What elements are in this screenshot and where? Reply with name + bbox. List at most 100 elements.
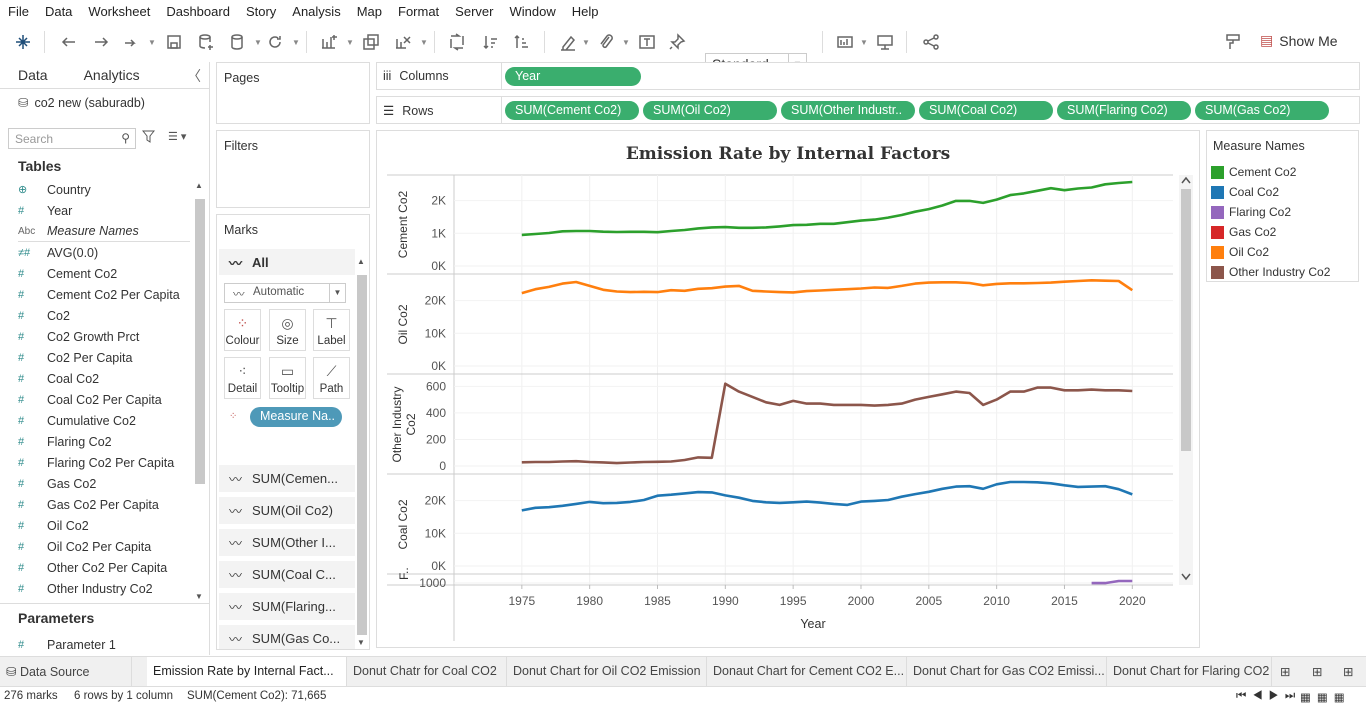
group-icon[interactable]: [595, 31, 617, 53]
legend-item[interactable]: Other Industry Co2: [1211, 263, 1330, 281]
sum-row[interactable]: 〰 SUM(Oil Co2): [219, 497, 355, 524]
field-item[interactable]: # Year: [18, 200, 190, 221]
row-pill[interactable]: SUM(Other Industr..: [781, 101, 915, 120]
mark-type-select[interactable]: 〰 Automatic ▼: [224, 283, 346, 303]
field-list-scrollbar[interactable]: ▲ ▼: [193, 179, 207, 603]
field-item[interactable]: # Cement Co2: [18, 263, 190, 284]
presentation-icon[interactable]: [874, 31, 896, 53]
path-button[interactable]: ⟋ Path: [313, 357, 350, 399]
row-pill[interactable]: SUM(Oil Co2): [643, 101, 777, 120]
label-button[interactable]: ⊤ Label: [313, 309, 350, 351]
marks-scrollbar[interactable]: ▲ ▼: [355, 255, 369, 647]
menu-item-help[interactable]: Help: [571, 3, 599, 19]
swap-icon[interactable]: [446, 31, 468, 53]
chevron-down-icon[interactable]: ▼: [292, 38, 300, 47]
new-datasource-icon[interactable]: [195, 31, 217, 53]
field-item[interactable]: # Other Industry Co2: [18, 578, 190, 599]
field-item[interactable]: ⊕ Country: [18, 179, 190, 200]
sum-row[interactable]: 〰 SUM(Coal C...: [219, 561, 355, 588]
field-item[interactable]: ≠# AVG(0.0): [18, 242, 190, 263]
colour-button[interactable]: ⁘ Colour: [224, 309, 261, 351]
duplicate-icon[interactable]: [360, 31, 382, 53]
menu-item-format[interactable]: Format: [398, 3, 440, 19]
field-item[interactable]: # Flaring Co2: [18, 431, 190, 452]
row-pill[interactable]: SUM(Cement Co2): [505, 101, 639, 120]
filter-icon[interactable]: [141, 130, 156, 146]
tab-gas-donut[interactable]: Donut Chart for Gas CO2 Emissi...: [907, 657, 1107, 687]
menu-item-dashboard[interactable]: Dashboard: [166, 3, 230, 19]
tab-oil-donut[interactable]: Donut Chart for Oil CO2 Emission: [507, 657, 707, 687]
sheet-nav-icons[interactable]: ⏮◀▶⏭: [1236, 690, 1302, 702]
chevron-down-icon[interactable]: ▼: [148, 38, 156, 47]
sum-row[interactable]: 〰 SUM(Other I...: [219, 529, 355, 556]
show-me-button[interactable]: ▤ Show Me: [1260, 32, 1338, 49]
view-mode-icons[interactable]: ▦▦▦: [1300, 692, 1351, 704]
field-item[interactable]: # Co2 Per Capita: [18, 347, 190, 368]
row-pill[interactable]: SUM(Gas Co2): [1195, 101, 1329, 120]
menu-item-story[interactable]: Story: [245, 3, 277, 19]
field-item[interactable]: # Coal Co2: [18, 368, 190, 389]
datasource-item[interactable]: ⛁ co2 new (saburadb): [18, 95, 145, 111]
menu-item-window[interactable]: Window: [509, 3, 556, 19]
view-options-icon[interactable]: ☰ ▾: [168, 131, 187, 143]
new-worksheet-icon[interactable]: ⊞: [1280, 665, 1291, 679]
sort-ascending-icon[interactable]: [480, 31, 502, 53]
sum-row[interactable]: 〰 SUM(Gas Co...: [219, 625, 355, 649]
datasource-icon[interactable]: [226, 31, 248, 53]
chevron-down-icon[interactable]: ▼: [582, 38, 590, 47]
tab-data[interactable]: Data: [0, 62, 66, 88]
clear-sheet-icon[interactable]: [392, 31, 414, 53]
redo-icon[interactable]: [90, 31, 112, 53]
field-item[interactable]: # Co2: [18, 305, 190, 326]
format-painter-icon[interactable]: [1222, 31, 1244, 53]
field-item[interactable]: # Other Co2 Per Capita: [18, 557, 190, 578]
tab-flaring-donut[interactable]: Donut Chart for Flaring CO2: [1107, 657, 1272, 687]
pages-card[interactable]: Pages: [216, 62, 370, 124]
save-icon[interactable]: [163, 31, 185, 53]
legend-item[interactable]: Flaring Co2: [1211, 203, 1291, 221]
field-item[interactable]: Abc Measure Names: [18, 221, 190, 242]
sort-descending-icon[interactable]: [511, 31, 533, 53]
undo-icon[interactable]: [58, 31, 80, 53]
field-item[interactable]: # Cumulative Co2: [18, 410, 190, 431]
row-pill[interactable]: SUM(Coal Co2): [919, 101, 1053, 120]
year-pill[interactable]: Year: [505, 67, 641, 86]
columns-shelf[interactable]: iii Columns Year: [376, 62, 1360, 90]
menu-item-analysis[interactable]: Analysis: [292, 3, 341, 19]
new-story-icon[interactable]: ⊞: [1343, 665, 1354, 679]
sum-row[interactable]: 〰 SUM(Cemen...: [219, 465, 355, 492]
tab-analytics[interactable]: Analytics: [83, 67, 140, 83]
legend-item[interactable]: Coal Co2: [1211, 183, 1279, 201]
field-item[interactable]: # Gas Co2 Per Capita: [18, 494, 190, 515]
field-item[interactable]: # Oil Co2: [18, 515, 190, 536]
legend-item[interactable]: Gas Co2: [1211, 223, 1276, 241]
chevron-down-icon[interactable]: ▼: [622, 38, 630, 47]
measure-names-pill[interactable]: Measure Na..: [250, 407, 342, 427]
replay-icon[interactable]: [120, 31, 142, 53]
collapse-pane-icon[interactable]: 〈: [187, 68, 201, 84]
field-item[interactable]: # Co2 Growth Prct: [18, 326, 190, 347]
row-pill[interactable]: SUM(Flaring Co2): [1057, 101, 1191, 120]
field-item[interactable]: # Coal Co2 Per Capita: [18, 389, 190, 410]
size-button[interactable]: ◎ Size: [269, 309, 306, 351]
search-input[interactable]: Search ⚲: [8, 128, 136, 149]
chevron-down-icon[interactable]: ▼: [254, 38, 262, 47]
menu-item-server[interactable]: Server: [455, 3, 494, 19]
tableau-logo-icon[interactable]: [12, 31, 34, 53]
tab-data-source[interactable]: ⛁ Data Source: [0, 657, 132, 687]
share-icon[interactable]: [920, 31, 942, 53]
sum-row[interactable]: 〰 SUM(Flaring...: [219, 593, 355, 620]
legend-item[interactable]: Oil Co2: [1211, 243, 1269, 261]
show-cards-icon[interactable]: [834, 31, 856, 53]
pin-icon[interactable]: [666, 31, 688, 53]
tab-coal-donut[interactable]: Donut Chatr for Coal CO2: [347, 657, 507, 687]
parameter-item[interactable]: # Parameter 1: [18, 634, 198, 655]
refresh-icon[interactable]: [264, 31, 286, 53]
chevron-down-icon[interactable]: ▼: [346, 38, 354, 47]
field-item[interactable]: # Cement Co2 Per Capita: [18, 284, 190, 305]
tab-cement-donut[interactable]: Donaut Chart for Cement CO2 E...: [707, 657, 907, 687]
filters-card[interactable]: Filters: [216, 130, 370, 208]
new-worksheet-icon[interactable]: [318, 31, 340, 53]
highlight-icon[interactable]: [557, 31, 579, 53]
tab-emission-rate[interactable]: Emission Rate by Internal Fact...: [147, 657, 347, 687]
